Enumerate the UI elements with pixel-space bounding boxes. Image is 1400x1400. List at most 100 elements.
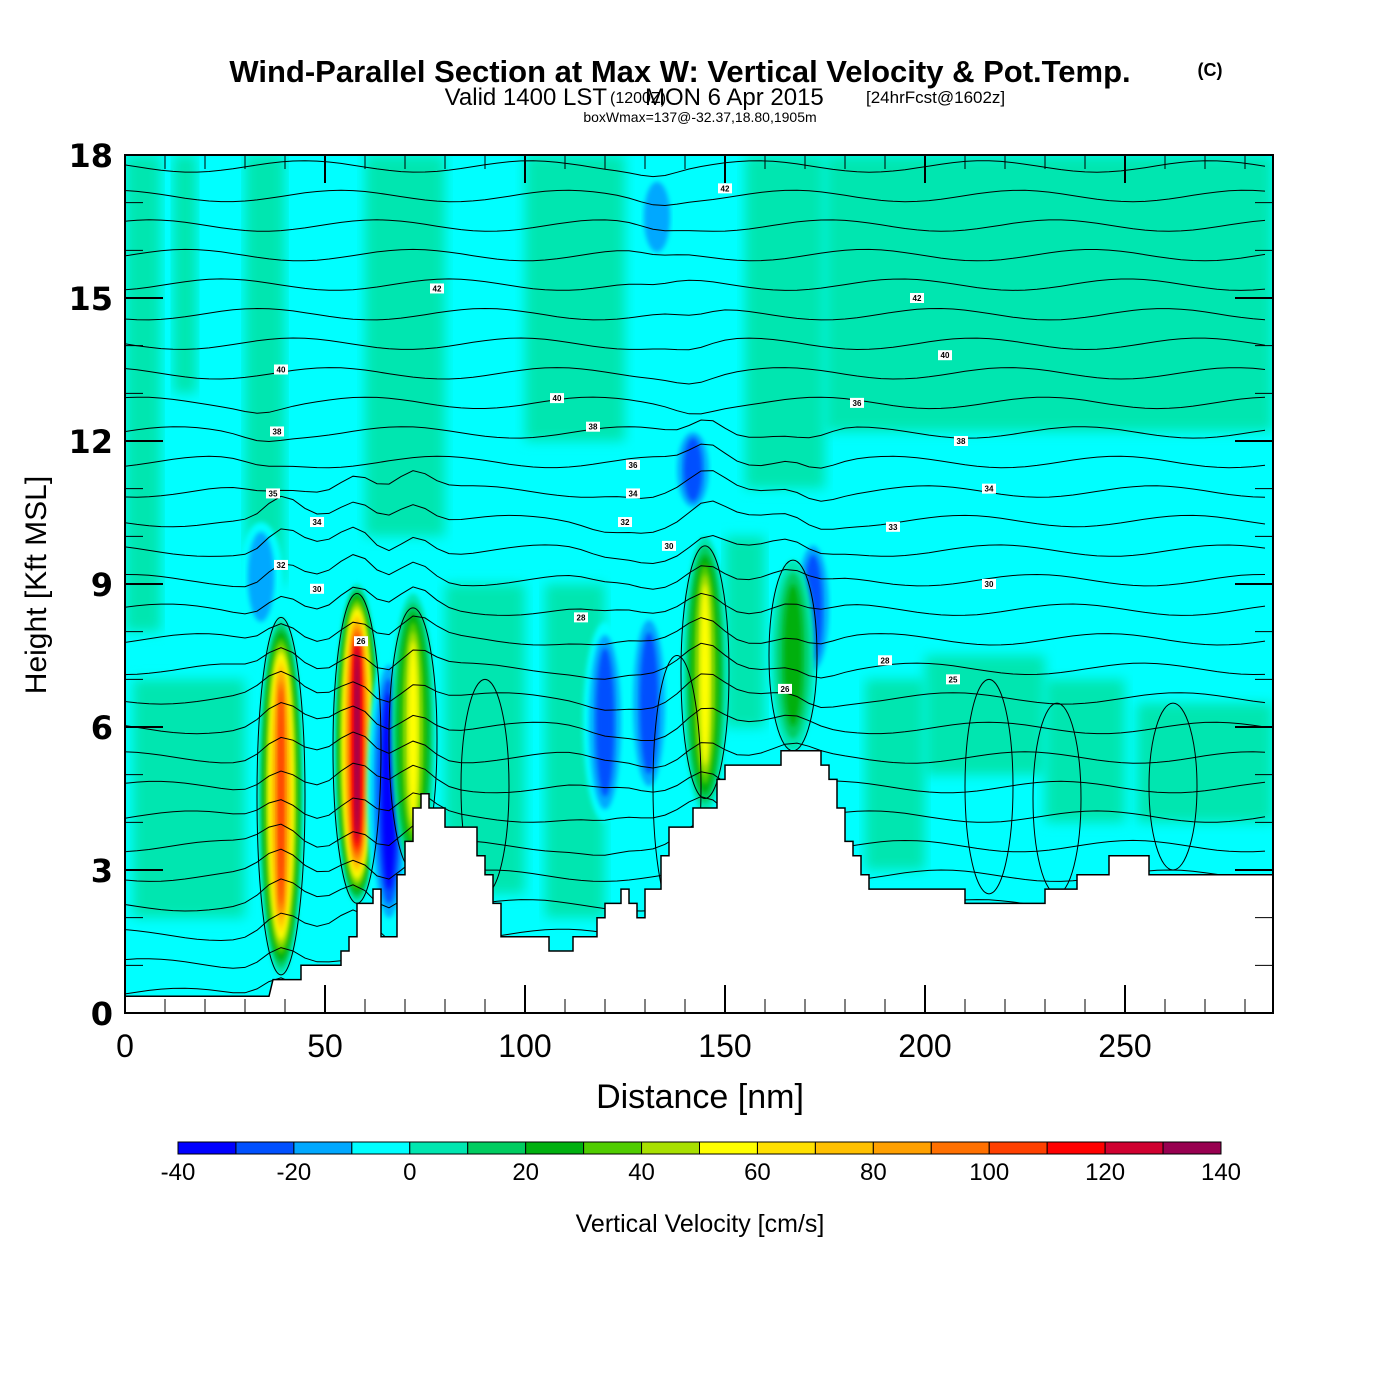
contour-label-bg bbox=[954, 436, 968, 446]
contour-label: 38 bbox=[586, 421, 600, 432]
contour-label-bg bbox=[718, 183, 732, 194]
contour-label-bg bbox=[266, 488, 280, 499]
contour-label-text: 30 bbox=[985, 580, 994, 589]
contour-label-bg bbox=[878, 655, 892, 666]
contour-label-bg bbox=[274, 364, 288, 375]
contour-label-bg bbox=[586, 421, 600, 432]
updraft-core bbox=[783, 584, 803, 727]
contour-label-text: 38 bbox=[957, 437, 966, 446]
contour-label: 30 bbox=[310, 583, 324, 594]
contour-label-text: 28 bbox=[577, 613, 586, 622]
theta-contour bbox=[125, 443, 1266, 469]
field-band bbox=[865, 679, 925, 870]
updraft-core bbox=[354, 648, 360, 839]
contour-label: 42 bbox=[910, 293, 924, 303]
theta-contour bbox=[125, 419, 1266, 443]
x-tick-label: 100 bbox=[498, 1028, 551, 1064]
contour-label-text: 34 bbox=[629, 489, 638, 498]
contour-label-text: 40 bbox=[941, 351, 950, 360]
colorbar-swatch bbox=[409, 1141, 469, 1155]
colorbar-swatch bbox=[293, 1141, 353, 1155]
y-tick-label: 0 bbox=[91, 995, 113, 1033]
contour-label-text: 33 bbox=[889, 523, 898, 532]
theta-contour bbox=[125, 526, 1266, 565]
colorbar-ticks: -40 -20 0 20 40 60 80 100 120 140 bbox=[161, 1159, 1241, 1186]
copyright-mark: (C) bbox=[1198, 60, 1223, 80]
field-band bbox=[525, 155, 625, 441]
colorbar-swatch bbox=[699, 1141, 758, 1155]
contour-label-text: 26 bbox=[357, 637, 366, 646]
theta-contours bbox=[125, 160, 1266, 1001]
colorbar-swatch bbox=[583, 1141, 643, 1155]
updraft-core bbox=[278, 687, 284, 905]
downdraft-core bbox=[595, 647, 615, 797]
field-band bbox=[745, 155, 825, 489]
contour-label-bg bbox=[938, 350, 952, 361]
x-tick-label: 50 bbox=[307, 1028, 343, 1064]
theta-contour bbox=[125, 586, 1266, 616]
contour-label: 32 bbox=[274, 559, 288, 570]
theta-contour bbox=[125, 470, 1266, 502]
field-band bbox=[173, 155, 197, 394]
theta-contour bbox=[125, 731, 1266, 769]
contour-label: 36 bbox=[626, 459, 640, 470]
field-band bbox=[1045, 679, 1125, 823]
colorbar-tick-label: 40 bbox=[628, 1159, 655, 1186]
colorbar-tick-label: 120 bbox=[1085, 1159, 1125, 1186]
contour-label-bg bbox=[430, 283, 444, 294]
colorbar-swatch bbox=[467, 1141, 527, 1155]
downdraft-core bbox=[247, 531, 275, 622]
downdraft-core bbox=[683, 437, 703, 502]
chart-title: Wind-Parallel Section at Max W: Vertical… bbox=[229, 54, 1130, 89]
colorbar-swatch bbox=[1104, 1141, 1164, 1155]
contour-label-text: 35 bbox=[269, 489, 278, 498]
downdraft-core bbox=[639, 632, 659, 774]
colorbar-swatch bbox=[988, 1141, 1048, 1155]
w-contour bbox=[1148, 702, 1198, 871]
contour-label-bg bbox=[626, 459, 640, 470]
subtitle-utc: (1200Z) bbox=[610, 90, 666, 107]
colorbar-tick-label: 60 bbox=[744, 1159, 771, 1186]
w-contour bbox=[964, 678, 1014, 895]
chart-subsubtitle: boxWmax=137@-32.37,18.80,1905m bbox=[583, 109, 816, 125]
contour-label-text: 42 bbox=[913, 294, 922, 303]
contour-label-bg bbox=[982, 579, 996, 589]
theta-contour bbox=[125, 642, 1266, 680]
contour-label: 34 bbox=[982, 483, 996, 494]
colorbar-swatch bbox=[177, 1141, 237, 1155]
contour-label: 40 bbox=[550, 393, 564, 404]
theta-contour bbox=[125, 615, 1266, 646]
colorbar-tick-label: -20 bbox=[277, 1159, 312, 1186]
colorbar-swatch bbox=[930, 1141, 990, 1155]
contour-label: 33 bbox=[886, 521, 900, 532]
contour-label: 40 bbox=[274, 364, 288, 375]
contour-label-bg bbox=[850, 397, 864, 408]
contour-label-text: 36 bbox=[853, 399, 862, 408]
contour-label-bg bbox=[270, 426, 284, 437]
contour-label: 38 bbox=[270, 426, 284, 437]
contour-label: 35 bbox=[266, 488, 280, 499]
contour-label: 42 bbox=[430, 283, 444, 294]
plot-area: 40 38 35 34 32 30 42 40 38 36 34 32 30 28 42 42 40 36 38 34… bbox=[125, 155, 1273, 1013]
theta-contour bbox=[125, 495, 1266, 534]
contour-label-text: 32 bbox=[621, 518, 630, 527]
colorbar-swatch bbox=[1046, 1141, 1106, 1155]
theta-contour bbox=[125, 792, 1266, 823]
x-tick-label: 150 bbox=[698, 1028, 751, 1064]
contour-label-bg bbox=[626, 488, 640, 499]
theta-contour bbox=[125, 396, 1266, 415]
field-band bbox=[825, 155, 1273, 432]
theta-contour bbox=[125, 337, 1266, 351]
theta-contour bbox=[125, 554, 1266, 590]
colorbar-label: Vertical Velocity [cm/s] bbox=[576, 1210, 825, 1238]
contour-label-bg bbox=[354, 636, 368, 647]
theta-contour bbox=[125, 278, 1266, 291]
contour-label-text: 26 bbox=[781, 685, 790, 694]
w-contour bbox=[256, 616, 306, 976]
contour-label-text: 32 bbox=[277, 561, 286, 570]
contour-label: 34 bbox=[626, 488, 640, 499]
contour-label-bg bbox=[886, 521, 900, 532]
theta-contour bbox=[125, 219, 1266, 232]
